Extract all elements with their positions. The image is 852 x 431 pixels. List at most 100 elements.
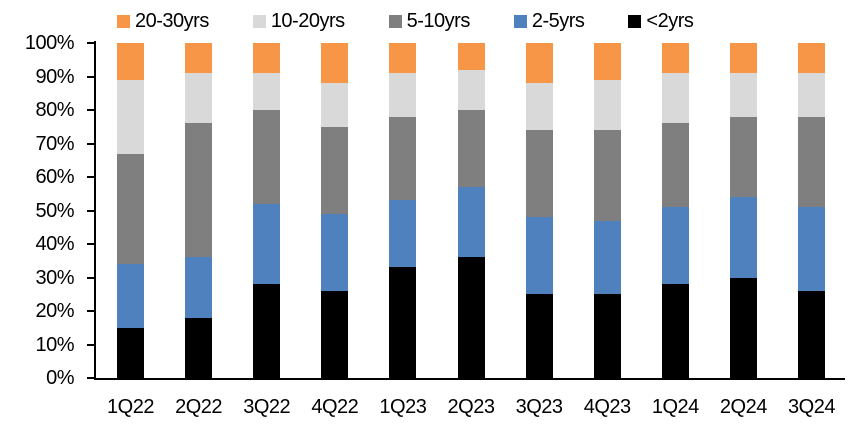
segment-2-5yrs-1q23 bbox=[389, 200, 417, 268]
segment-20-30yrs-1q23 bbox=[389, 43, 417, 74]
segment-2yrs-3q22 bbox=[253, 284, 281, 378]
x-axis-label-3q23: 3Q23 bbox=[515, 396, 563, 418]
y-axis-tick-label: 60% bbox=[35, 166, 74, 188]
legend-label: 20-30yrs bbox=[135, 9, 209, 32]
legend-swatch-2-5yrs-icon bbox=[513, 14, 527, 28]
segment-20-30yrs-3q22 bbox=[253, 43, 281, 74]
segment-20-30yrs-1q24 bbox=[661, 43, 689, 74]
segment-5-10yrs-1q22 bbox=[117, 153, 144, 265]
y-axis-tick bbox=[87, 377, 95, 379]
segment-10-20yrs-1q23 bbox=[389, 73, 417, 117]
y-axis-tick bbox=[87, 276, 95, 279]
bar-2q22 bbox=[185, 43, 213, 378]
y-axis-tick bbox=[87, 142, 95, 145]
y-axis-tick-label: 50% bbox=[35, 199, 74, 222]
bar-4q23 bbox=[593, 43, 621, 378]
y-axis-tick bbox=[87, 109, 95, 111]
segment-20-30yrs-2q22 bbox=[185, 43, 213, 74]
x-axis-label-1q24: 1Q24 bbox=[651, 396, 699, 418]
y-axis-tick-label: 0% bbox=[46, 367, 74, 389]
legend-label: 5-10yrs bbox=[406, 9, 471, 32]
segment-2yrs-3q23 bbox=[525, 294, 553, 378]
segment-2-5yrs-4q23 bbox=[593, 220, 621, 295]
x-axis-line bbox=[94, 378, 845, 380]
bar-4q22 bbox=[321, 43, 349, 378]
segment-5-10yrs-4q22 bbox=[321, 126, 349, 214]
segment-10-20yrs-3q22 bbox=[253, 73, 281, 111]
segment-2-5yrs-3q22 bbox=[253, 203, 281, 285]
segment-2yrs-1q23 bbox=[389, 267, 417, 378]
bar-2q23 bbox=[457, 43, 485, 378]
segment-10-20yrs-4q23 bbox=[593, 79, 621, 131]
segment-2-5yrs-1q24 bbox=[661, 207, 689, 285]
legend-swatch-5-10yrs-icon bbox=[388, 14, 402, 28]
segment-2yrs-2q22 bbox=[185, 317, 213, 378]
y-axis-tick-label: 70% bbox=[35, 132, 74, 155]
segment-5-10yrs-2q22 bbox=[185, 123, 213, 258]
segment-10-20yrs-1q24 bbox=[661, 73, 689, 124]
segment-5-10yrs-1q23 bbox=[389, 116, 417, 201]
y-axis-tick-label: 80% bbox=[35, 99, 74, 121]
legend-item-5-10yrs: 5-10yrs bbox=[388, 9, 471, 33]
segment-2-5yrs-2q22 bbox=[185, 257, 213, 318]
segment-2-5yrs-4q22 bbox=[321, 213, 349, 291]
legend-item-20-30yrs: 20-30yrs bbox=[117, 10, 209, 33]
segment-10-20yrs-2q22 bbox=[185, 73, 213, 124]
bar-2q24 bbox=[729, 43, 757, 378]
bar-3q24 bbox=[798, 43, 825, 378]
segment-5-10yrs-3q22 bbox=[253, 110, 281, 204]
plot-area bbox=[96, 43, 845, 378]
segment-2yrs-3q24 bbox=[798, 290, 825, 378]
segment-10-20yrs-2q23 bbox=[457, 69, 485, 111]
segment-2yrs-1q22 bbox=[117, 327, 144, 378]
x-axis-label-3q24: 3Q24 bbox=[788, 396, 835, 418]
segment-2-5yrs-2q23 bbox=[457, 187, 485, 258]
segment-2yrs-1q24 bbox=[661, 284, 689, 378]
segment-20-30yrs-1q22 bbox=[117, 43, 144, 80]
bar-1q24 bbox=[661, 43, 689, 378]
legend-label: 10-20yrs bbox=[270, 9, 345, 32]
x-axis-label-2q23: 2Q23 bbox=[447, 396, 495, 418]
y-axis-tick bbox=[87, 343, 95, 346]
segment-10-20yrs-3q23 bbox=[525, 83, 553, 131]
segment-20-30yrs-2q23 bbox=[457, 43, 485, 70]
segment-5-10yrs-2q23 bbox=[457, 110, 485, 188]
segment-10-20yrs-3q24 bbox=[798, 73, 825, 117]
x-axis-label-1q22: 1Q22 bbox=[107, 396, 154, 418]
segment-20-30yrs-4q22 bbox=[321, 43, 349, 84]
x-axis-label-3q22: 3Q22 bbox=[243, 396, 291, 418]
segment-2yrs-4q22 bbox=[321, 290, 349, 378]
bar-3q22 bbox=[253, 43, 281, 378]
y-axis-tick bbox=[87, 209, 95, 212]
segment-2-5yrs-2q24 bbox=[729, 197, 757, 278]
x-axis-label-1q23: 1Q23 bbox=[379, 396, 427, 418]
x-axis-label-2q22: 2Q22 bbox=[175, 396, 223, 418]
x-axis-label-4q22: 4Q22 bbox=[311, 396, 359, 418]
segment-2yrs-2q24 bbox=[729, 277, 757, 378]
legend-swatch-2yrs-icon bbox=[628, 14, 642, 28]
legend-item-10-20yrs: 10-20yrs bbox=[252, 9, 345, 33]
segment-20-30yrs-4q23 bbox=[593, 43, 621, 80]
bar-1q23 bbox=[389, 43, 417, 378]
segment-20-30yrs-2q24 bbox=[729, 43, 757, 74]
segment-5-10yrs-3q24 bbox=[798, 116, 825, 208]
x-axis-label-4q23: 4Q23 bbox=[583, 396, 631, 418]
legend-label: 2-5yrs bbox=[531, 9, 585, 32]
legend-item-2yrs: <2yrs bbox=[628, 10, 694, 33]
legend-swatch-10-20yrs-icon bbox=[252, 14, 266, 28]
segment-10-20yrs-2q24 bbox=[729, 73, 757, 117]
y-axis-tick-label: 40% bbox=[35, 233, 74, 255]
segment-10-20yrs-1q22 bbox=[117, 79, 144, 154]
y-axis-tick-label: 30% bbox=[35, 266, 74, 289]
segment-10-20yrs-4q22 bbox=[321, 83, 349, 127]
segment-2yrs-4q23 bbox=[593, 294, 621, 378]
y-axis-tick bbox=[87, 176, 95, 178]
segment-2-5yrs-3q24 bbox=[798, 207, 825, 291]
y-axis-tick-label: 100% bbox=[24, 32, 75, 54]
bar-1q22 bbox=[117, 43, 144, 378]
y-axis-tick bbox=[87, 243, 95, 245]
y-axis-line bbox=[94, 41, 96, 380]
segment-20-30yrs-3q24 bbox=[798, 43, 825, 74]
segment-5-10yrs-1q24 bbox=[661, 123, 689, 208]
segment-2-5yrs-1q22 bbox=[117, 264, 144, 328]
